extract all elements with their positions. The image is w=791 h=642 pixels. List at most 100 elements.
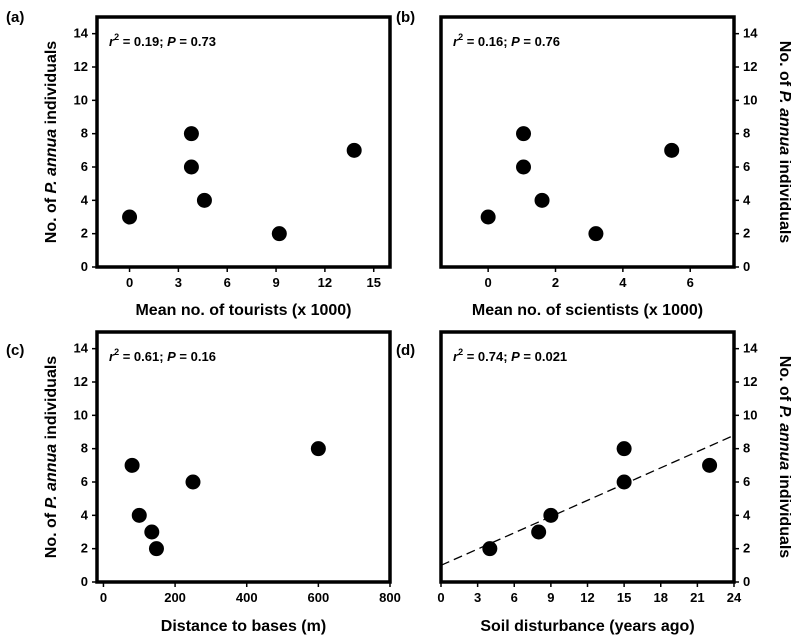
x-tick-label: 200 [164, 590, 186, 605]
x-tick-label: 21 [690, 590, 704, 605]
y-tick-label: 10 [743, 407, 757, 422]
y-tick-label: 4 [743, 507, 751, 522]
y-label-part: No. of [776, 41, 791, 91]
y-tick-label: 10 [74, 92, 88, 107]
panel-label: (d) [396, 342, 415, 359]
x-tick-label: 0 [100, 590, 107, 605]
stat-p: P [167, 34, 176, 49]
x-tick-label: 400 [236, 590, 258, 605]
y-tick-label: 0 [743, 574, 750, 589]
data-point [480, 209, 496, 225]
y-tick-label: 10 [743, 92, 757, 107]
data-point [616, 474, 632, 490]
y-tick-label: 8 [81, 126, 88, 141]
y-tick-label: 6 [81, 474, 88, 489]
x-tick-label: 600 [308, 590, 330, 605]
y-label-species: P. annua [776, 91, 791, 156]
data-point [185, 474, 201, 490]
data-point [588, 226, 604, 242]
x-tick-label: 6 [511, 590, 518, 605]
data-point [516, 159, 532, 175]
data-point [148, 541, 164, 557]
stat-superscript: 2 [114, 32, 119, 42]
x-axis-label: Soil disturbance (years ago) [480, 618, 694, 635]
y-tick-label: 14 [74, 26, 89, 41]
data-point [310, 441, 326, 457]
x-axis-label: Mean no. of tourists (x 1000) [135, 302, 351, 319]
panel-label: (c) [6, 342, 24, 359]
stat-r2-value: = 0.19; [119, 34, 167, 49]
x-tick-label: 6 [224, 275, 231, 290]
y-tick-label: 4 [81, 507, 89, 522]
y-label-part: individuals [43, 41, 60, 129]
stat-annotation: r2 = 0.74; P = 0.021 [453, 347, 567, 364]
y-label-part: individuals [776, 470, 791, 558]
y-tick-label: 8 [743, 441, 750, 456]
data-point [664, 142, 680, 158]
stat-p-value: = 0.73 [176, 34, 216, 49]
y-tick-label: 0 [81, 574, 88, 589]
data-point [534, 192, 550, 208]
x-tick-label: 12 [318, 275, 332, 290]
stat-r2-value: = 0.74; [463, 349, 511, 364]
data-point [702, 457, 718, 473]
stat-r2-value: = 0.61; [119, 349, 167, 364]
y-tick-label: 6 [743, 159, 750, 174]
x-tick-label: 24 [727, 590, 742, 605]
data-point [346, 142, 362, 158]
x-tick-label: 0 [126, 275, 133, 290]
x-tick-label: 6 [687, 275, 694, 290]
stat-annotation: r2 = 0.16; P = 0.76 [453, 32, 560, 49]
y-tick-label: 6 [81, 159, 88, 174]
y-tick-label: 6 [743, 474, 750, 489]
stat-r: r [109, 349, 115, 364]
stat-p-value: = 0.16 [176, 349, 216, 364]
y-label-species: P. annua [43, 129, 60, 194]
y-label-species: P. annua [776, 406, 791, 471]
y-label-part: No. of [43, 193, 60, 243]
plot-frame [95, 15, 392, 269]
data-point [543, 507, 559, 523]
y-tick-label: 10 [74, 407, 88, 422]
y-tick-label: 8 [743, 126, 750, 141]
data-point [516, 126, 532, 142]
x-tick-label: 3 [175, 275, 182, 290]
stat-annotation: r2 = 0.19; P = 0.73 [109, 32, 216, 49]
stat-r2-value: = 0.16; [463, 34, 511, 49]
x-axis-label: Mean no. of scientists (x 1000) [472, 302, 703, 319]
stat-superscript: 2 [458, 32, 463, 42]
stat-superscript: 2 [114, 347, 119, 357]
y-tick-label: 0 [743, 259, 750, 274]
x-tick-label: 12 [580, 590, 594, 605]
data-point [196, 192, 212, 208]
y-axis-label: No. of P. annua individuals [43, 356, 60, 559]
stat-p-value: = 0.021 [520, 349, 567, 364]
plot-frame [439, 15, 736, 269]
x-axis-label: Distance to bases (m) [161, 618, 326, 635]
stat-p: P [511, 34, 520, 49]
y-label-part: individuals [43, 356, 60, 444]
stat-r: r [453, 349, 459, 364]
stat-superscript: 2 [458, 347, 463, 357]
y-tick-label: 12 [74, 374, 88, 389]
x-tick-label: 9 [272, 275, 279, 290]
y-tick-label: 8 [81, 441, 88, 456]
data-point [144, 524, 160, 540]
panel-label: (b) [396, 9, 415, 26]
data-point [124, 457, 140, 473]
data-point [183, 126, 199, 142]
y-tick-label: 4 [81, 192, 89, 207]
y-tick-label: 0 [81, 259, 88, 274]
y-axis-label: No. of P. annua individuals [776, 356, 791, 559]
x-tick-label: 800 [379, 590, 401, 605]
trend-line [440, 434, 735, 566]
y-tick-label: 2 [81, 226, 88, 241]
y-tick-label: 12 [743, 59, 757, 74]
stat-annotation: r2 = 0.61; P = 0.16 [109, 347, 216, 364]
y-label-part: No. of [43, 508, 60, 558]
data-point [271, 226, 287, 242]
data-point [122, 209, 138, 225]
x-tick-label: 15 [366, 275, 380, 290]
